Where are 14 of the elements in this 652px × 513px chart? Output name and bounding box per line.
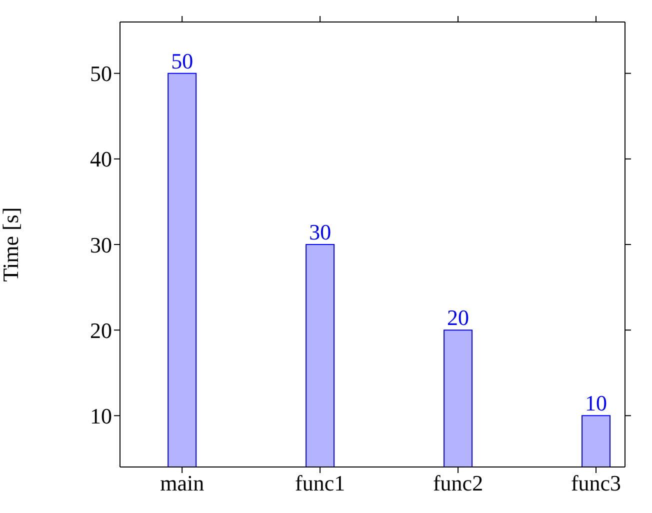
y-tick-label: 20: [90, 318, 112, 343]
x-tick-label: func2: [432, 470, 484, 496]
y-tick-label: 50: [90, 61, 112, 86]
y-tick-label: 30: [90, 232, 112, 258]
x-tick-label: func3: [570, 470, 622, 496]
data-label: 20: [447, 305, 470, 330]
x-tick-label: main: [160, 470, 204, 496]
x-tick-label: func1: [295, 470, 346, 496]
y-tick-label: 40: [90, 146, 112, 172]
y-axis-title: Time [s]: [0, 207, 23, 282]
y-tick-label: 10: [90, 403, 112, 428]
data-label: 50: [171, 48, 194, 74]
data-label: 30: [309, 220, 332, 245]
data-label: 10: [585, 390, 608, 416]
